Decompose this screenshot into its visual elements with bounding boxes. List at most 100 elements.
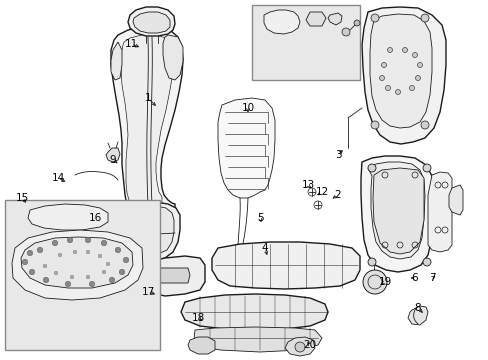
Polygon shape [218,98,274,198]
Circle shape [27,250,33,256]
Circle shape [106,262,110,266]
Circle shape [385,85,390,90]
Circle shape [58,253,61,257]
Circle shape [43,277,49,283]
Circle shape [73,250,77,254]
Text: 10: 10 [241,103,254,113]
Circle shape [408,85,414,90]
Polygon shape [121,206,174,256]
Text: 12: 12 [315,187,328,197]
Text: 7: 7 [428,273,434,283]
Circle shape [86,250,90,254]
Polygon shape [372,168,423,254]
Polygon shape [187,337,215,354]
Text: 1: 1 [144,93,151,103]
Polygon shape [133,12,170,33]
Polygon shape [360,156,433,272]
Circle shape [101,240,106,246]
Text: 3: 3 [334,150,341,160]
Polygon shape [285,337,314,356]
Polygon shape [106,148,120,162]
Polygon shape [21,237,133,288]
Circle shape [367,164,375,172]
Circle shape [70,275,74,279]
Circle shape [395,90,400,94]
Polygon shape [28,204,108,230]
Circle shape [109,277,115,283]
Polygon shape [369,14,431,128]
Polygon shape [140,256,204,296]
Text: 5: 5 [256,213,263,223]
Circle shape [417,63,422,68]
Polygon shape [111,42,122,80]
Polygon shape [194,327,321,352]
Circle shape [29,269,35,275]
Polygon shape [111,27,183,220]
Circle shape [367,258,375,266]
Circle shape [415,76,420,81]
Polygon shape [305,12,325,26]
Text: 2: 2 [334,190,341,200]
Circle shape [294,342,305,352]
Circle shape [65,281,71,287]
Circle shape [54,271,58,275]
Circle shape [102,270,105,274]
Polygon shape [163,35,183,80]
FancyBboxPatch shape [5,200,160,350]
Polygon shape [427,172,451,252]
Polygon shape [264,10,299,34]
Circle shape [123,257,128,263]
Text: 11: 11 [124,39,137,49]
Polygon shape [128,7,175,36]
Polygon shape [181,294,327,330]
Circle shape [402,48,407,53]
FancyBboxPatch shape [251,5,359,80]
Text: 9: 9 [109,155,116,165]
Circle shape [67,237,73,243]
Circle shape [52,240,58,246]
Circle shape [412,53,417,58]
Circle shape [422,258,430,266]
Polygon shape [367,162,424,259]
Circle shape [341,28,349,36]
Circle shape [379,76,384,81]
Circle shape [420,14,428,22]
Text: 20: 20 [303,340,316,350]
Text: 17: 17 [141,287,154,297]
Text: 4: 4 [261,243,268,253]
Text: 6: 6 [411,273,417,283]
Circle shape [37,247,43,253]
Text: 16: 16 [88,213,102,223]
Text: 14: 14 [51,173,64,183]
Circle shape [370,14,378,22]
Polygon shape [407,306,427,325]
Circle shape [370,121,378,129]
Polygon shape [361,7,445,144]
Text: 15: 15 [15,193,29,203]
Circle shape [86,275,90,279]
Circle shape [43,264,47,268]
Polygon shape [212,242,359,289]
Polygon shape [115,202,180,262]
Polygon shape [12,230,142,300]
Text: 13: 13 [301,180,314,190]
Circle shape [381,63,386,68]
Text: 19: 19 [378,277,391,287]
Circle shape [89,281,95,287]
Polygon shape [231,255,247,268]
Circle shape [85,237,91,243]
Polygon shape [158,268,190,283]
Polygon shape [121,35,174,209]
Circle shape [98,254,102,258]
Circle shape [420,121,428,129]
Circle shape [422,164,430,172]
Circle shape [386,48,392,53]
Circle shape [119,269,124,275]
Polygon shape [448,185,462,215]
Text: 8: 8 [414,303,421,313]
Text: 18: 18 [191,313,204,323]
Circle shape [115,247,121,253]
Circle shape [353,20,359,26]
Circle shape [362,270,386,294]
Circle shape [22,259,28,265]
